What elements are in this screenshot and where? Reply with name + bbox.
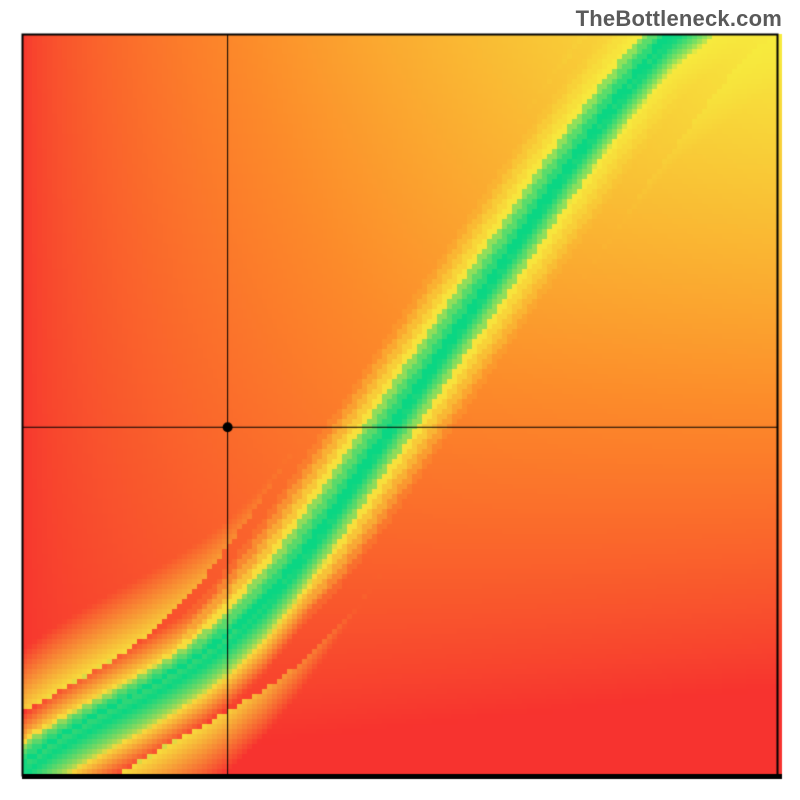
chart-container: TheBottleneck.com (0, 0, 800, 800)
watermark-text: TheBottleneck.com (576, 6, 782, 32)
bottleneck-heatmap (0, 0, 800, 800)
